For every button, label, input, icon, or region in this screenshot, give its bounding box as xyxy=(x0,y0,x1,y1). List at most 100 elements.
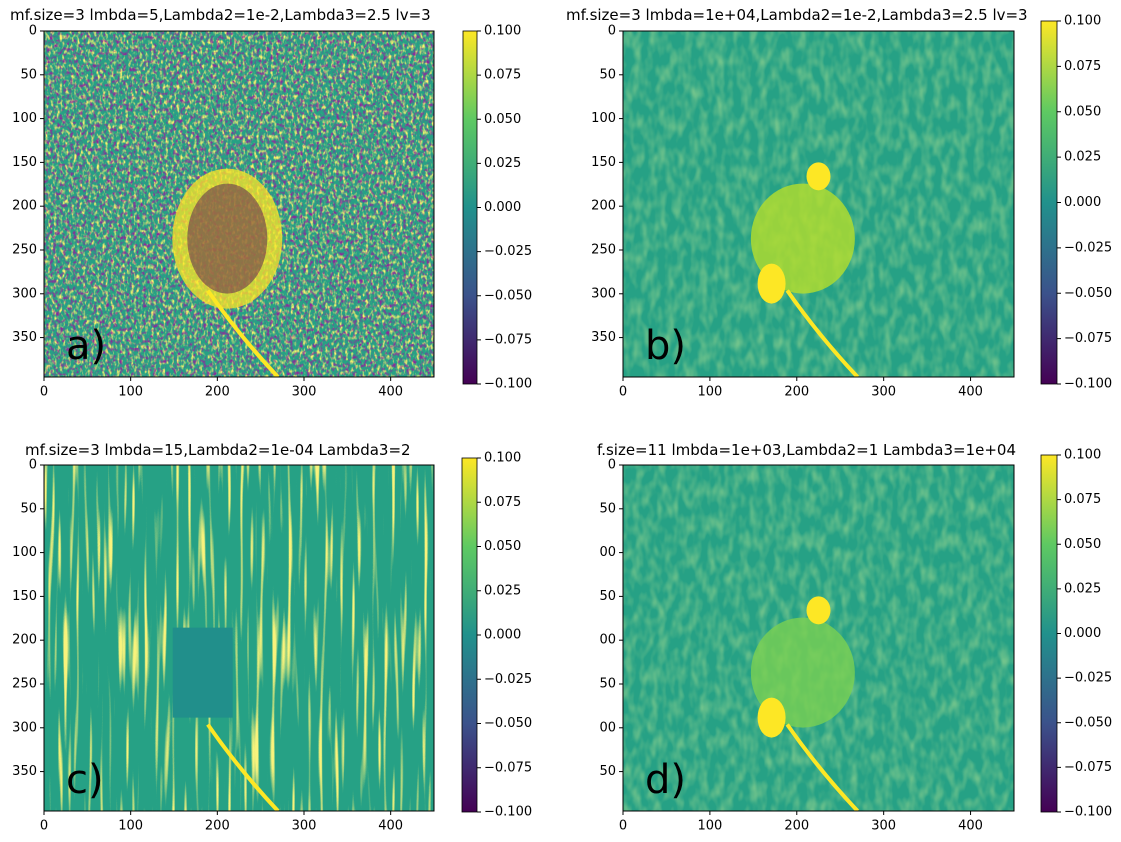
feature-trail xyxy=(206,289,280,377)
colorbar xyxy=(461,457,478,813)
colorbar-tick-label: −0.050 xyxy=(1064,286,1112,301)
y-tick-label: 0 xyxy=(608,458,616,473)
plot-frame xyxy=(43,464,435,812)
y-tick-label: 150 xyxy=(591,155,616,170)
panel: 0 100 200 300 400 0 50 00 50 00 50 00 50 f.size=11 lm… xyxy=(597,441,1112,834)
y-tick-label: 0 xyxy=(29,24,37,39)
y-tick-label: 100 xyxy=(591,111,616,126)
x-tick-label: 100 xyxy=(118,819,143,834)
plot-frame xyxy=(622,30,1015,378)
y-tick-label: 250 xyxy=(591,242,616,257)
panel-label: c) xyxy=(66,757,104,803)
colorbar-tick-label: 0.100 xyxy=(1064,448,1101,463)
colorbar-tick-label: −0.025 xyxy=(1064,240,1112,255)
colorbar-tick-label: −0.050 xyxy=(484,716,532,731)
feature-spot xyxy=(806,596,831,625)
colorbar-tick-label: −0.025 xyxy=(1064,671,1112,686)
x-tick-label: 400 xyxy=(958,385,983,400)
colorbar-tick-label: −0.075 xyxy=(484,332,532,347)
feature-trail xyxy=(785,289,860,377)
feature-block xyxy=(172,627,233,718)
panel: 0 100 200 300 400 0 50 100 150 200 250 300 350 mf.siz… xyxy=(12,441,532,834)
colorbar-tick-label: 0.100 xyxy=(484,451,521,466)
colorbar-tick-label: −0.075 xyxy=(484,760,532,775)
colorbar-tick-label: −0.100 xyxy=(484,377,532,392)
y-tick-label: 250 xyxy=(12,676,37,691)
x-tick-label: 400 xyxy=(378,385,403,400)
x-tick-label: 300 xyxy=(292,819,317,834)
x-tick-label: 0 xyxy=(619,385,627,400)
x-tick-label: 100 xyxy=(697,819,722,834)
colorbar-tick-label: 0.000 xyxy=(1064,626,1101,641)
colorbar-tick-label: 0.100 xyxy=(1064,14,1101,29)
feature-trail xyxy=(206,723,280,811)
panel-title: f.size=11 lmbda=1e+03,Lambda2=1 Lambda3=… xyxy=(597,441,1016,459)
colorbar-tick-label: 0.025 xyxy=(484,583,521,598)
feature-spot xyxy=(806,162,831,191)
x-tick-label: 100 xyxy=(118,385,143,400)
x-tick-label: 300 xyxy=(292,385,317,400)
y-tick-label: 50 xyxy=(599,589,616,604)
y-tick-label: 0 xyxy=(608,24,616,39)
y-tick-label: 50 xyxy=(599,764,616,779)
feature-trail xyxy=(785,723,860,811)
colorbar-tick-label: −0.100 xyxy=(1064,805,1112,820)
x-tick-label: 0 xyxy=(619,819,627,834)
feature-blob xyxy=(187,183,268,294)
y-tick-label: 150 xyxy=(12,589,37,604)
x-tick-label: 200 xyxy=(205,385,230,400)
y-tick-label: 350 xyxy=(591,330,616,345)
colorbar-tick-label: −0.050 xyxy=(484,288,532,303)
y-tick-label: 300 xyxy=(12,286,37,301)
colorbar-tick-label: 0.025 xyxy=(1064,150,1101,165)
x-tick-label: 200 xyxy=(784,819,809,834)
y-tick-label: 350 xyxy=(12,764,37,779)
colorbar-tick-label: 0.075 xyxy=(1064,59,1101,74)
image xyxy=(44,31,434,377)
colorbar-tick-label: 0.075 xyxy=(484,68,521,83)
x-tick-label: 200 xyxy=(784,385,809,400)
y-tick-label: 200 xyxy=(591,199,616,214)
colorbar-tick-label: −0.100 xyxy=(1064,377,1112,392)
colorbar-tick-label: 0.100 xyxy=(484,24,521,39)
plot-frame xyxy=(622,464,1015,812)
image xyxy=(623,465,1014,811)
y-tick-label: 350 xyxy=(12,330,37,345)
colorbar-tick-label: 0.025 xyxy=(1064,581,1101,596)
colorbar xyxy=(462,30,478,385)
colorbar-tick-label: 0.050 xyxy=(1064,104,1101,119)
image xyxy=(623,31,1014,377)
panel: 0 100 200 300 400 0 50 100 150 200 250 300 350 mf.siz… xyxy=(566,6,1112,400)
x-tick-label: 100 xyxy=(697,385,722,400)
y-tick-label: 00 xyxy=(599,720,616,735)
x-tick-label: 200 xyxy=(205,819,230,834)
colorbar-tick-label: 0.000 xyxy=(484,628,521,643)
feature-spot xyxy=(757,263,786,304)
y-tick-label: 50 xyxy=(599,676,616,691)
colorbar xyxy=(1040,20,1058,385)
y-tick-label: 50 xyxy=(20,501,37,516)
plot-frame xyxy=(43,30,435,378)
colorbar-tick-label: 0.000 xyxy=(484,200,521,215)
feature-blob xyxy=(172,168,283,309)
image-noise xyxy=(44,465,434,811)
colorbar-tick-label: 0.075 xyxy=(1064,492,1101,507)
panel-title: mf.size=3 lmbda=1e+04,Lambda2=1e-2,Lambd… xyxy=(566,6,1028,24)
x-tick-label: 0 xyxy=(40,819,48,834)
colorbar-tick-label: 0.025 xyxy=(484,156,521,171)
x-tick-label: 300 xyxy=(871,819,896,834)
colorbar-tick-label: −0.100 xyxy=(484,805,532,820)
colorbar-tick-label: −0.050 xyxy=(1064,715,1112,730)
colorbar-tick-label: 0.075 xyxy=(484,495,521,510)
x-tick-label: 300 xyxy=(871,385,896,400)
y-tick-label: 150 xyxy=(12,155,37,170)
colorbar-tick-label: 0.050 xyxy=(484,539,521,554)
y-tick-label: 00 xyxy=(599,633,616,648)
panel-title: mf.size=3 lmbda=5,Lambda2=1e-2,Lambda3=2… xyxy=(10,6,431,24)
panel: 0 100 200 300 400 0 50 100 150 200 250 300 350 mf.siz… xyxy=(10,6,532,400)
feature-spot xyxy=(757,697,786,738)
colorbar-tick-label: 0.000 xyxy=(1064,195,1101,210)
panel-label: d) xyxy=(645,757,686,803)
panel-label: a) xyxy=(66,323,106,369)
